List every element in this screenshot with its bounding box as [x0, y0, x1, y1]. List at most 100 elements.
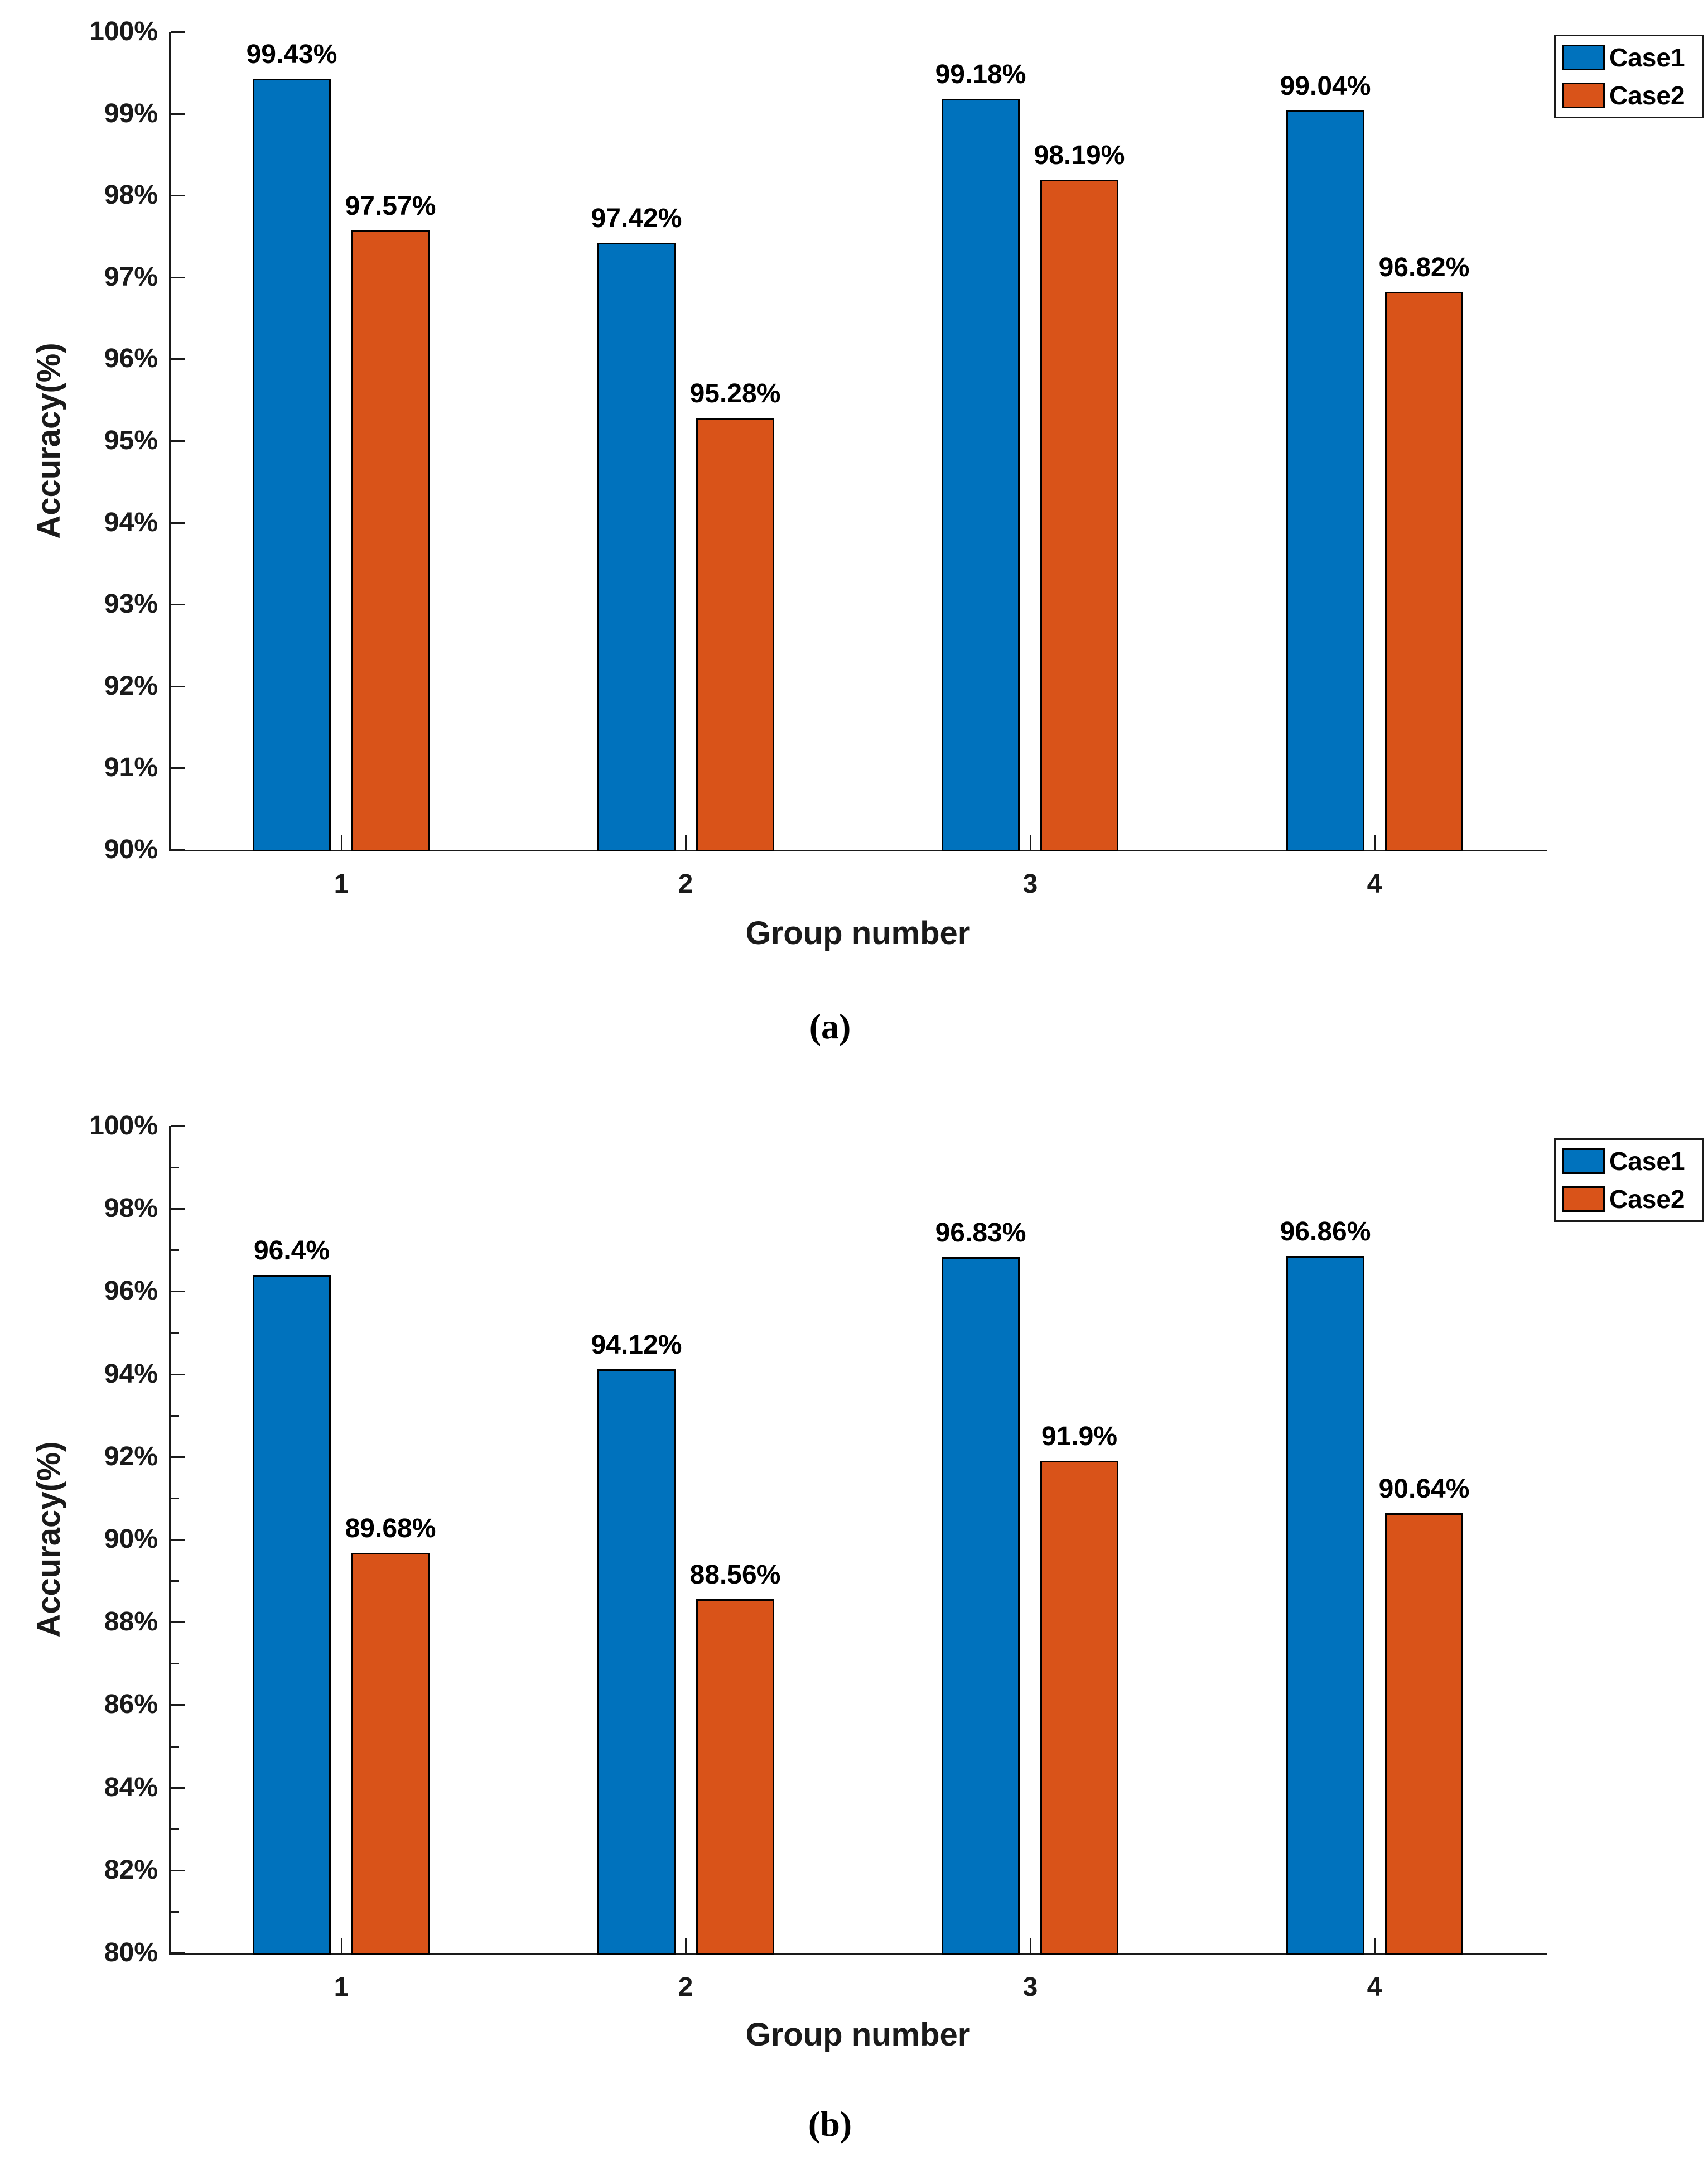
- y-tick-label: 92%: [104, 671, 158, 701]
- legend-b: Case1 Case2: [1554, 1138, 1704, 1222]
- y-tick: [171, 1704, 185, 1706]
- bar-value-label: 96.82%: [1378, 253, 1470, 282]
- y-tick: [171, 1870, 185, 1871]
- x-tick-label: 1: [334, 869, 349, 899]
- bar-case2-group4: [1385, 292, 1463, 851]
- x-tick: [1030, 835, 1031, 850]
- bar-value-label: 99.04%: [1280, 71, 1371, 101]
- y-tick: [171, 1208, 185, 1210]
- bar-case2-group1: [351, 1553, 430, 1955]
- bar-case1-group1: [253, 1275, 331, 1955]
- y-tick: [171, 1291, 185, 1292]
- bar-case1-group2: [597, 1369, 676, 1955]
- y-axis: [169, 1126, 171, 1955]
- y-tick: [171, 113, 185, 115]
- y-tick: [171, 1125, 185, 1127]
- y-tick: [171, 849, 185, 851]
- x-tick-label: 3: [1022, 1972, 1038, 2002]
- bar-value-label: 97.57%: [345, 191, 436, 221]
- caption-b: (b): [808, 2104, 852, 2144]
- bar-value-label: 96.86%: [1280, 1217, 1371, 1246]
- y-tick-label: 97%: [104, 262, 158, 292]
- y-tick-label: 94%: [104, 1359, 158, 1389]
- bar-case2-group3: [1040, 180, 1118, 851]
- y-axis: [169, 32, 171, 851]
- y-tick-label: 98%: [104, 180, 158, 210]
- bar-value-label: 96.4%: [253, 1236, 330, 1265]
- y-tick: [171, 604, 185, 605]
- bar-case1-group3: [942, 99, 1020, 851]
- x-tick: [1374, 835, 1376, 850]
- legend-item-case2: Case2: [1562, 83, 1695, 108]
- bar-value-label: 96.83%: [935, 1218, 1026, 1248]
- x-tick: [341, 835, 342, 850]
- y-tick: [171, 1539, 185, 1541]
- y-tick: [171, 1952, 185, 1954]
- bar-value-label: 90.64%: [1378, 1474, 1470, 1504]
- y-tick-label: 95%: [104, 426, 158, 455]
- y-tick: [171, 195, 185, 196]
- y-tick: [171, 1787, 185, 1789]
- x-axis-label-b: Group number: [745, 2016, 971, 2053]
- bar-value-label: 98.19%: [1034, 141, 1125, 170]
- legend-label-case2: Case2: [1609, 1185, 1685, 1214]
- bar-case2-group1: [351, 230, 430, 851]
- y-minor-tick: [171, 1249, 179, 1251]
- y-tick-label: 90%: [104, 1524, 158, 1554]
- y-minor-tick: [171, 1498, 179, 1499]
- y-tick-label: 90%: [104, 835, 158, 864]
- bar-value-label: 94.12%: [591, 1330, 682, 1360]
- bar-value-label: 91.9%: [1041, 1422, 1118, 1451]
- bar-case2-group4: [1385, 1513, 1463, 1955]
- y-tick-label: 100%: [89, 17, 158, 46]
- bar-case2-group3: [1040, 1461, 1118, 1955]
- y-tick: [171, 1621, 185, 1623]
- legend-swatch-case1: [1562, 45, 1605, 70]
- y-tick-label: 94%: [104, 508, 158, 537]
- bar-case2-group2: [696, 1599, 774, 1955]
- bar-value-label: 89.68%: [345, 1514, 436, 1543]
- y-tick-label: 84%: [104, 1773, 158, 1802]
- legend-label-case2: Case2: [1609, 81, 1685, 110]
- caption-a: (a): [809, 1007, 851, 1046]
- bar-value-label: 99.43%: [246, 40, 337, 69]
- bar-case2-group2: [696, 418, 774, 851]
- y-tick: [171, 31, 185, 33]
- y-tick: [171, 440, 185, 442]
- y-tick: [171, 358, 185, 360]
- bar-value-label: 88.56%: [689, 1560, 781, 1590]
- x-tick-label: 1: [334, 1972, 349, 2002]
- legend-label-case1: Case1: [1609, 1147, 1685, 1176]
- x-tick-label: 3: [1022, 869, 1038, 899]
- x-tick: [685, 1938, 687, 1953]
- y-minor-tick: [171, 1746, 179, 1748]
- bar-case1-group2: [597, 243, 676, 851]
- x-tick: [341, 1938, 342, 1953]
- bar-case1-group4: [1286, 1256, 1364, 1955]
- bar-case1-group1: [253, 79, 331, 851]
- y-tick-label: 98%: [104, 1193, 158, 1223]
- bar-case1-group4: [1286, 110, 1364, 851]
- y-minor-tick: [171, 1828, 179, 1830]
- y-tick: [171, 522, 185, 524]
- bar-value-label: 95.28%: [689, 379, 781, 408]
- y-minor-tick: [171, 1415, 179, 1417]
- legend-a: Case1 Case2: [1554, 35, 1704, 118]
- bar-value-label: 99.18%: [935, 60, 1026, 89]
- y-tick: [171, 277, 185, 278]
- y-tick: [171, 686, 185, 687]
- y-tick-label: 93%: [104, 589, 158, 619]
- x-axis-label-a: Group number: [745, 915, 971, 951]
- legend-swatch-case2: [1562, 83, 1605, 108]
- x-tick: [1030, 1938, 1031, 1953]
- y-tick-label: 86%: [104, 1690, 158, 1719]
- y-minor-tick: [171, 1580, 179, 1582]
- legend-item-case1: Case1: [1562, 45, 1695, 70]
- y-tick-label: 99%: [104, 99, 158, 128]
- y-tick-label: 88%: [104, 1607, 158, 1637]
- y-tick-label: 92%: [104, 1442, 158, 1471]
- y-tick-label: 91%: [104, 753, 158, 782]
- x-tick: [685, 835, 687, 850]
- x-tick-label: 4: [1367, 1972, 1382, 2002]
